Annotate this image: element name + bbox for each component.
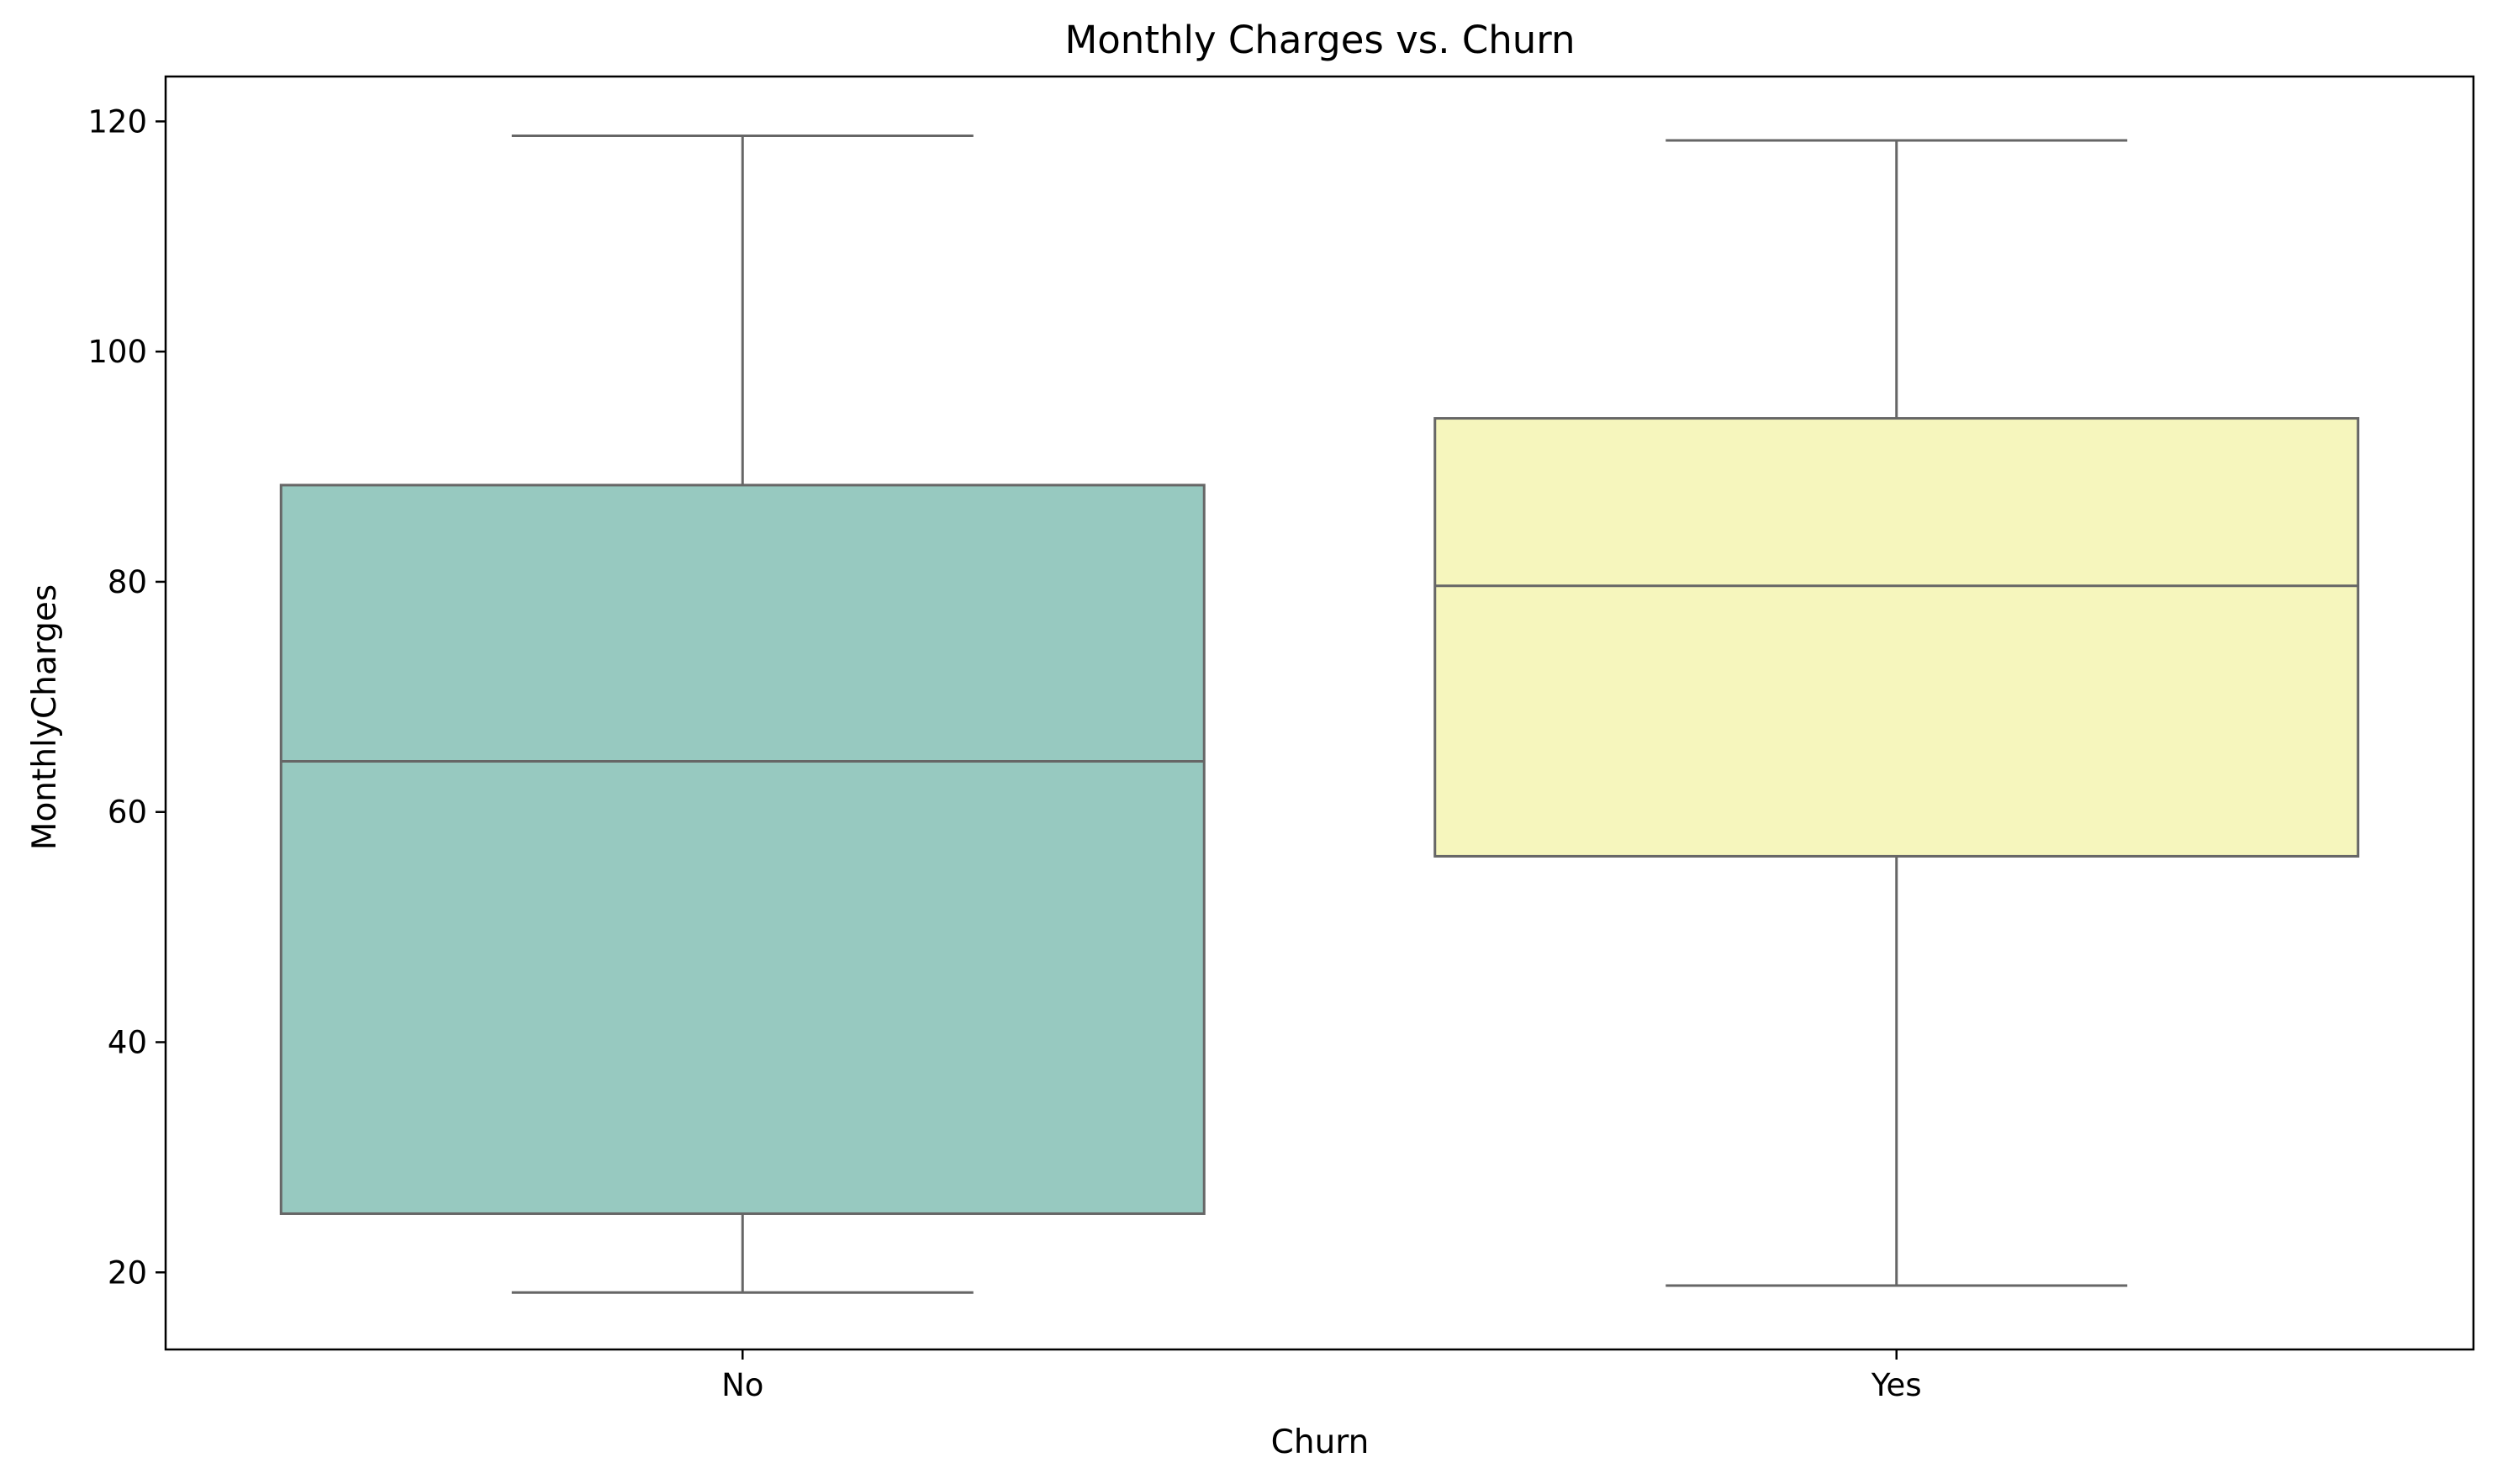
- box-group-yes: [1433, 139, 2360, 1287]
- chart-title: Monthly Charges vs. Churn: [1064, 18, 1575, 62]
- y-axis-label: MonthlyCharges: [26, 584, 64, 850]
- y-tick-label: 80: [108, 564, 147, 600]
- box-iqr: [279, 483, 1206, 1215]
- box-group-no: [279, 134, 1206, 1294]
- box-iqr: [1433, 417, 2360, 858]
- x-tick-label: No: [721, 1367, 763, 1403]
- x-axis-label: Churn: [1271, 1423, 1370, 1461]
- plot-area: [279, 134, 2360, 1294]
- y-tick-label: 40: [108, 1025, 147, 1061]
- y-tick-label: 120: [87, 103, 147, 140]
- x-tick-label: Yes: [1871, 1367, 1922, 1403]
- y-tick-label: 60: [108, 795, 147, 831]
- x-axis: No Yes: [721, 1349, 1922, 1403]
- y-tick-label: 100: [87, 334, 147, 370]
- plot-frame: [164, 75, 2475, 1351]
- y-tick-label: 20: [108, 1254, 147, 1291]
- y-axis: 20 40 60 80 100 120: [87, 103, 166, 1291]
